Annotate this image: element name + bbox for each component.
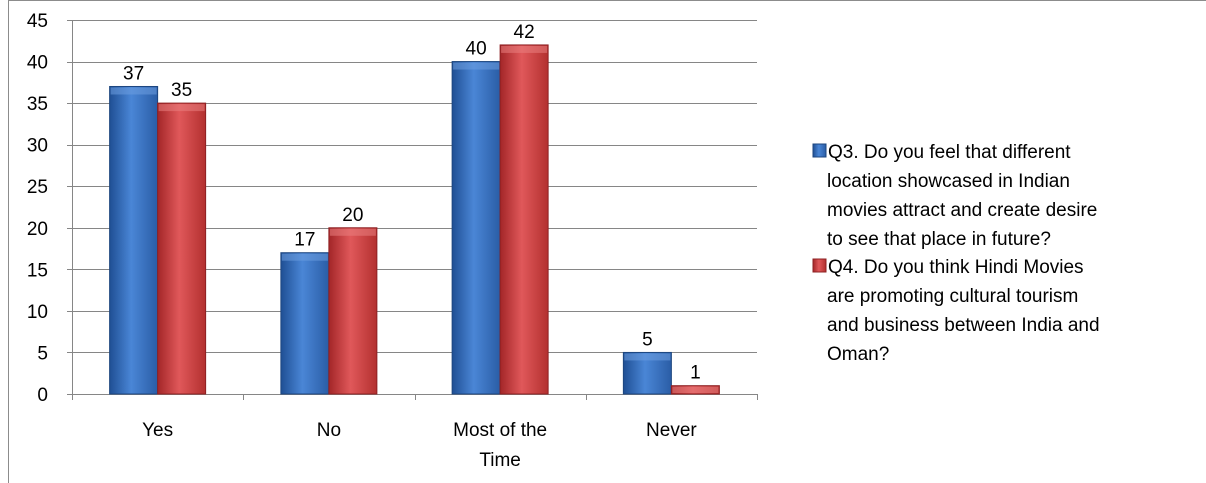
y-tick-label: 35: [27, 94, 48, 115]
legend-label: location showcased in Indian: [827, 171, 1070, 192]
y-tick-label: 5: [37, 343, 48, 364]
x-category-label: Never: [646, 420, 697, 441]
bar-q3-no: [280, 252, 330, 395]
data-label: 42: [514, 22, 535, 43]
y-tick-label: 20: [27, 219, 48, 240]
x-category-label: No: [317, 420, 341, 441]
legend-label: movies attract and create desire: [827, 200, 1097, 221]
legend: Q3. Do you feel that different location s…: [812, 142, 1100, 365]
bar-q4-yes: [157, 102, 207, 395]
bar-top-highlight: [453, 62, 500, 70]
data-label: 5: [642, 329, 653, 350]
bar-top-highlight: [110, 87, 157, 95]
data-label: 37: [123, 63, 144, 84]
data-labels: 37 17 40 5 35 20 42 1: [123, 22, 701, 384]
bar-q4-no: [328, 227, 378, 395]
y-tick-label: 40: [27, 53, 48, 74]
x-category-label: Time: [479, 450, 521, 471]
plot-area: [109, 44, 720, 395]
y-tick-label: 25: [27, 177, 48, 198]
bar-top-highlight: [329, 228, 376, 236]
legend-label: Q4. Do you think Hindi Movies: [828, 257, 1084, 278]
x-category-label: Yes: [142, 420, 173, 441]
y-tick-label: 15: [27, 260, 48, 281]
y-tick-label: 45: [27, 11, 48, 32]
legend-label: Oman?: [827, 344, 889, 365]
x-category-label: Most of the: [453, 420, 547, 441]
data-label: 40: [466, 39, 487, 60]
bar-top-highlight: [158, 104, 205, 112]
data-label: 17: [294, 230, 315, 251]
bar-top-highlight: [501, 45, 548, 53]
y-tick-label: 30: [27, 136, 48, 157]
bar-q3-yes: [109, 85, 159, 395]
legend-swatch-q3: [812, 143, 827, 158]
data-label: 35: [171, 80, 192, 101]
bar-top-highlight: [672, 386, 719, 393]
data-label: 20: [342, 205, 363, 226]
x-axis-categories: Yes No Most of the Time Never: [142, 420, 697, 471]
legend-label: Q3. Do you feel that different: [828, 142, 1071, 163]
data-label: 1: [690, 363, 701, 384]
legend-label: to see that place in future?: [827, 229, 1051, 250]
bar-top-highlight: [624, 353, 671, 361]
legend-label: and business between India and: [827, 315, 1100, 336]
y-tick-label: 0: [37, 385, 48, 406]
legend-swatch-q4: [812, 258, 827, 273]
y-tick-label: 10: [27, 302, 48, 323]
bar-q3-most-of-the-time: [451, 61, 501, 395]
legend-label: are promoting cultural tourism: [827, 286, 1078, 307]
bar-top-highlight: [281, 253, 328, 261]
bar-q4-most-of-the-time: [499, 44, 549, 395]
